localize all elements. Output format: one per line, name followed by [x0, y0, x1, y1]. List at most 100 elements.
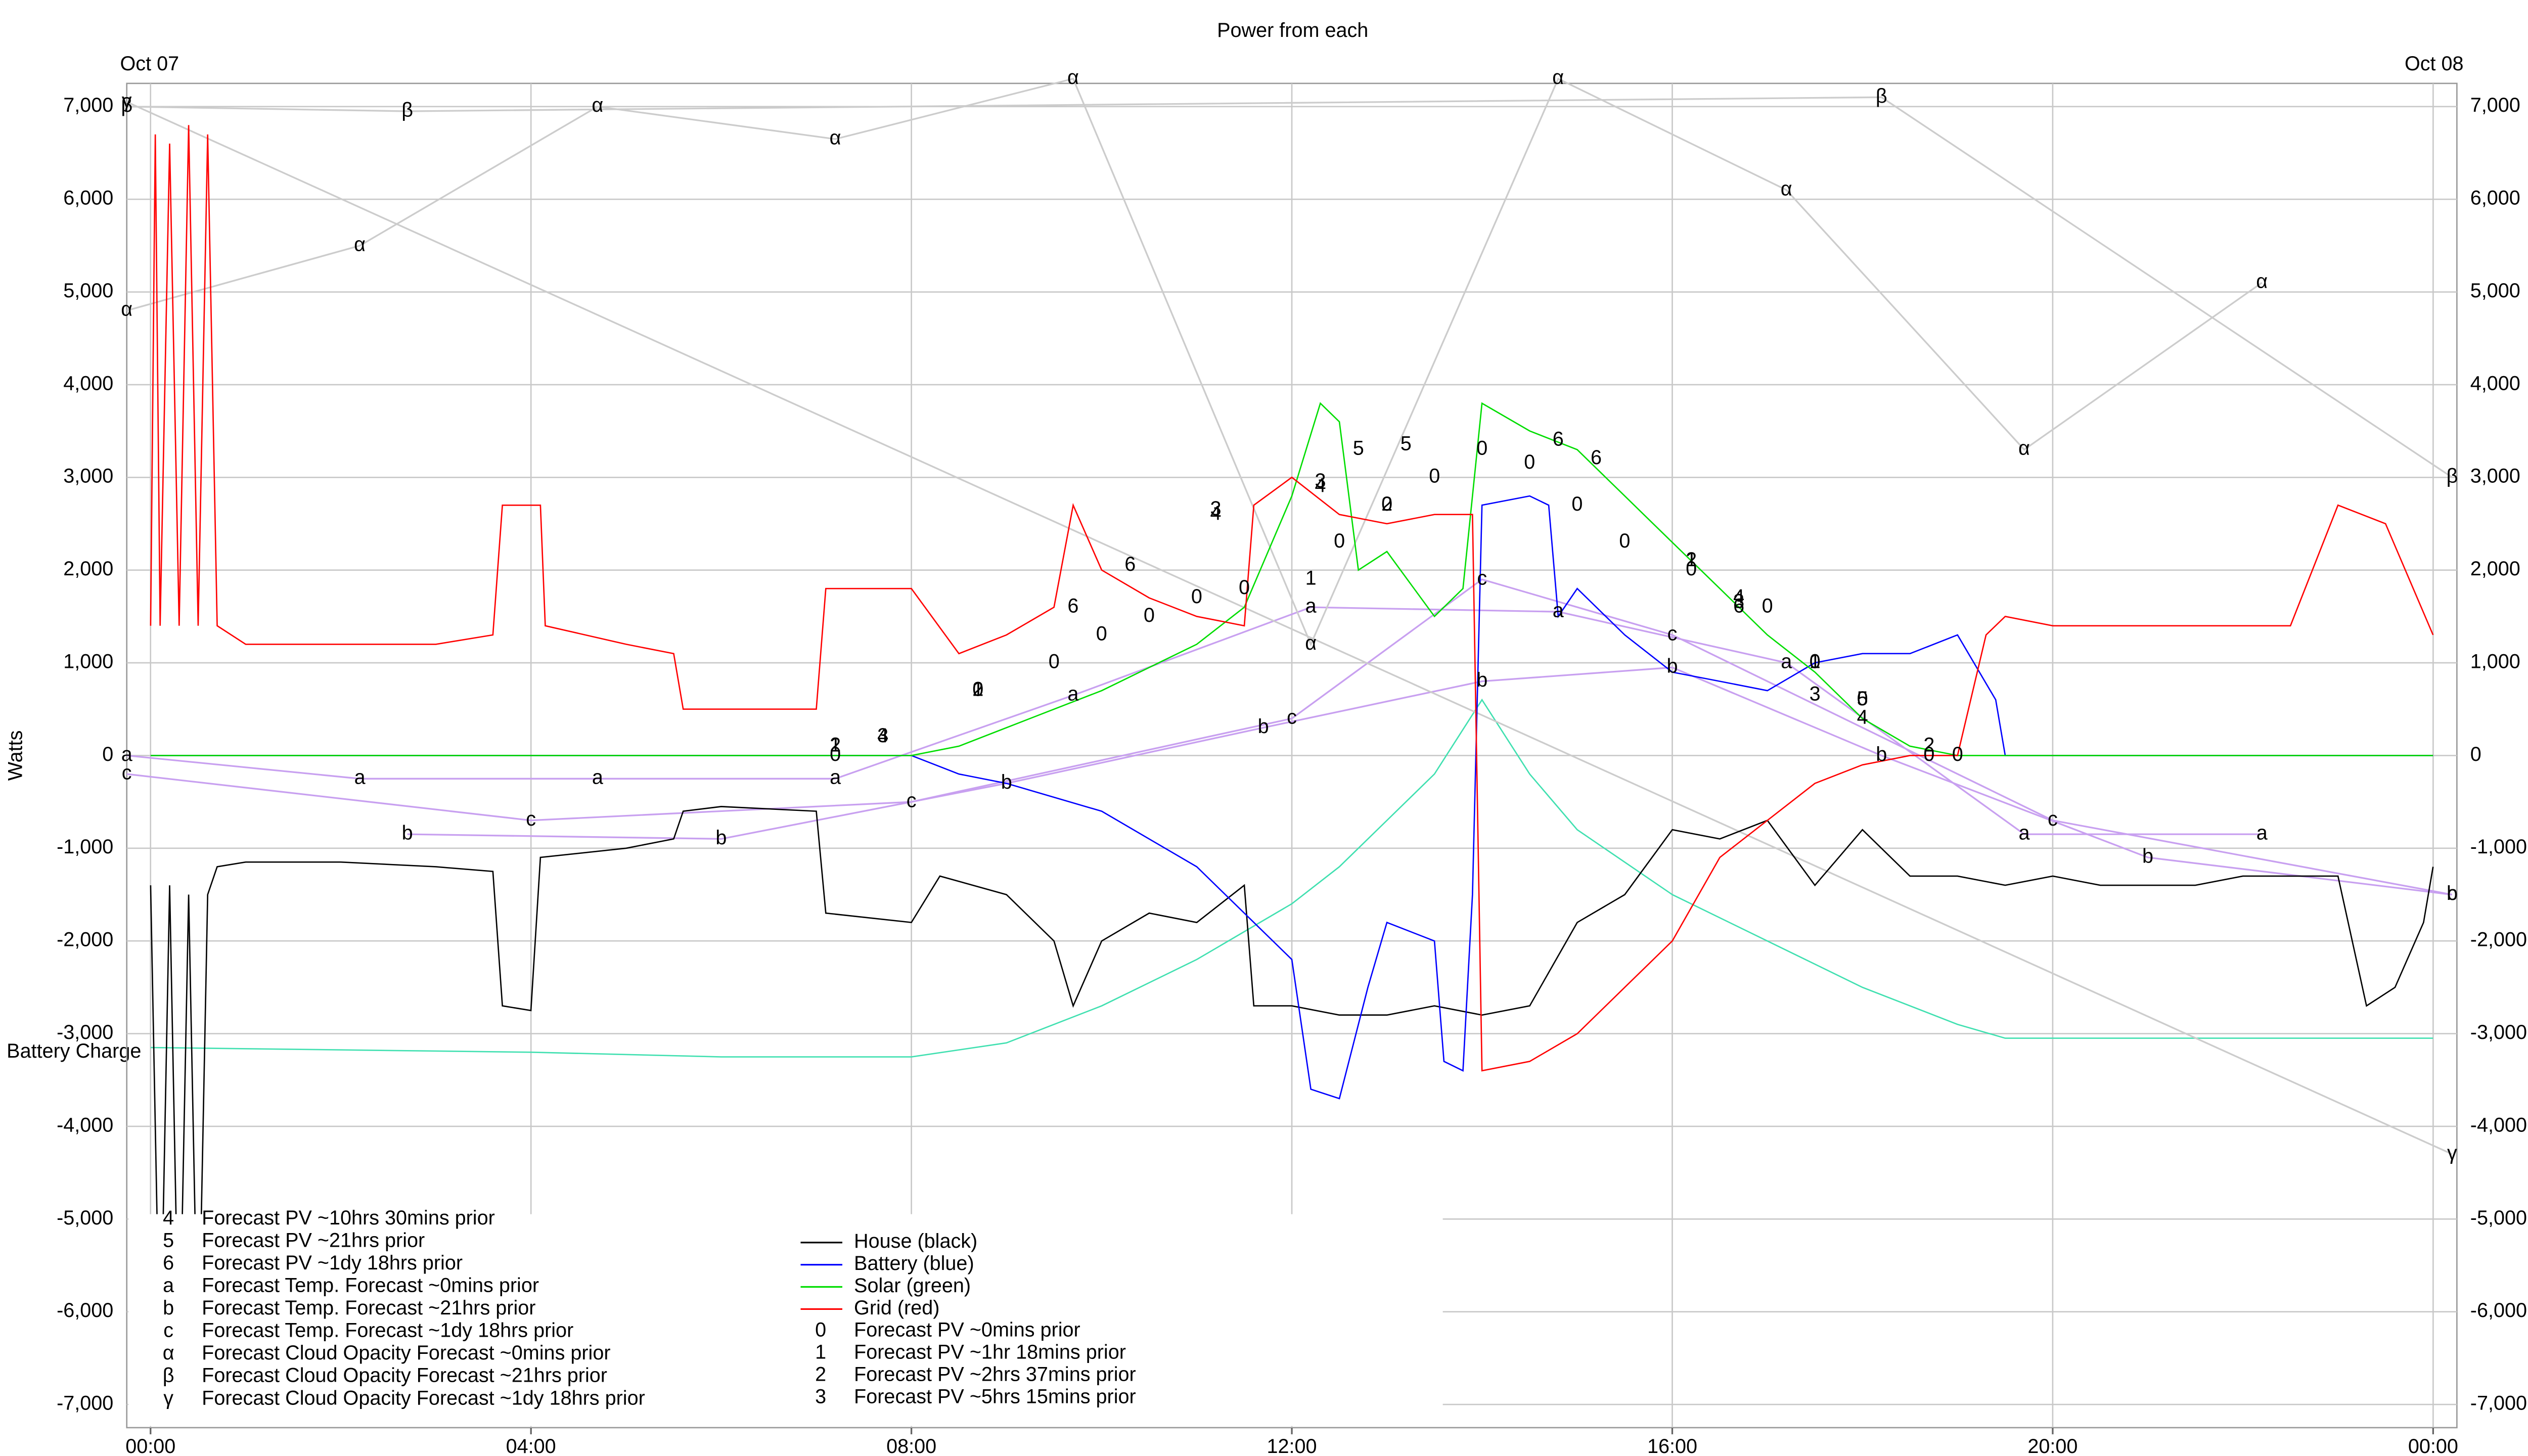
series-marker: 0: [1049, 651, 1060, 673]
legend-symbol: 3: [815, 1385, 826, 1407]
series-marker: 0: [1096, 622, 1107, 645]
series-marker: 0: [1191, 585, 1202, 608]
y-tick-label: 0: [2470, 743, 2481, 765]
legend-label: Forecast Temp. Forecast ~21hrs prior: [202, 1297, 535, 1319]
legend-label: Forecast Cloud Opacity Forecast ~21hrs p…: [202, 1364, 607, 1387]
series-line: [150, 402, 2433, 756]
y-tick-label: -4,000: [57, 1114, 113, 1136]
legend-symbol: a: [163, 1275, 174, 1297]
series-marker: c: [1667, 622, 1678, 645]
series-marker: 1: [1810, 651, 1821, 673]
series-marker: 6: [1553, 428, 1564, 450]
series-marker: α: [1552, 66, 1564, 88]
series-marker: 2: [972, 678, 983, 701]
y-tick-label: 3,000: [63, 465, 113, 487]
series-marker: α: [2018, 437, 2030, 460]
legend-label: Forecast PV ~10hrs 30mins prior: [202, 1207, 495, 1229]
series-marker: 0: [1571, 493, 1583, 515]
date-label: Oct 07: [120, 53, 179, 75]
series-marker: 0: [1619, 530, 1630, 552]
series-marker: β: [401, 99, 413, 121]
series-marker: c: [122, 762, 132, 784]
series-marker: α: [121, 298, 132, 321]
y-tick-label: 2,000: [2470, 558, 2520, 580]
legend-label: Forecast Temp. Forecast ~1dy 18hrs prior: [202, 1320, 573, 1342]
legend-label: House (black): [854, 1230, 977, 1252]
series-marker: b: [2447, 882, 2458, 904]
y-tick-label: -3,000: [2470, 1021, 2527, 1043]
y-tick-label: -4,000: [2470, 1114, 2527, 1136]
series-marker: 0: [1810, 651, 1821, 673]
series-line: [126, 578, 2453, 896]
series-marker: a: [592, 766, 604, 789]
legend-label: Forecast PV ~1dy 18hrs prior: [202, 1252, 463, 1274]
y-tick-label: 2,000: [63, 558, 113, 580]
series-marker: c: [2048, 808, 2058, 830]
legend-label: Forecast PV ~5hrs 15mins prior: [854, 1385, 1136, 1407]
series-marker: 4: [1733, 585, 1744, 608]
y-tick-label: 1,000: [63, 651, 113, 673]
series-marker: 6: [1124, 553, 1136, 575]
series-label: Battery Charge: [7, 1040, 141, 1062]
series-marker: 4: [1315, 474, 1326, 496]
series-line: [126, 77, 2263, 647]
series-marker: 4: [877, 724, 888, 747]
series-marker: β: [1876, 85, 1887, 107]
series-marker: α: [1305, 632, 1317, 654]
series-marker: a: [1305, 595, 1317, 617]
series-marker: 0: [1429, 465, 1440, 487]
series-marker: a: [2018, 822, 2030, 844]
series-marker: α: [2256, 270, 2268, 293]
legend-symbol: β: [163, 1364, 174, 1387]
series-marker: α: [592, 94, 603, 116]
series-marker: α: [1781, 177, 1792, 200]
x-tick-label: 00:00: [2408, 1435, 2458, 1456]
series-marker: 0: [1381, 493, 1392, 515]
x-tick-label: 08:00: [886, 1435, 936, 1456]
y-tick-label: 1,000: [2470, 651, 2520, 673]
series-marker: 0: [1923, 743, 1934, 765]
series-marker: α: [1067, 66, 1079, 88]
chart-title: Power from each: [1217, 19, 1368, 41]
legend-label: Forecast PV ~0mins prior: [854, 1319, 1080, 1341]
legend-label: Forecast PV ~2hrs 37mins prior: [854, 1363, 1136, 1385]
y-tick-label: -7,000: [57, 1392, 113, 1415]
series-marker: a: [1553, 600, 1564, 622]
series-marker: b: [1258, 715, 1269, 738]
series-marker: 0: [1524, 451, 1535, 473]
legend-label: Forecast PV ~1hr 18mins prior: [854, 1341, 1126, 1363]
legend-symbol: γ: [163, 1387, 173, 1409]
legend-symbol: 2: [815, 1363, 826, 1385]
date-label: Oct 08: [2405, 53, 2464, 75]
series-marker: b: [1666, 655, 1678, 677]
series-line: [150, 495, 2433, 1100]
series-marker: b: [1876, 743, 1887, 765]
series-marker: α: [354, 233, 366, 255]
series-marker: 6: [1591, 446, 1602, 469]
y-tick-label: 4,000: [63, 372, 113, 394]
series-marker: 1: [1686, 549, 1697, 571]
legend-label: Forecast Cloud Opacity Forecast ~1dy 18h…: [202, 1387, 645, 1409]
series-marker: b: [402, 822, 413, 844]
y-tick-label: 7,000: [2470, 94, 2520, 116]
series-marker: c: [2447, 882, 2457, 904]
y-tick-label: -1,000: [2470, 836, 2527, 858]
y-tick-label: -3,000: [57, 1021, 113, 1043]
series-marker: 0: [830, 743, 841, 765]
series-marker: 0: [1952, 743, 1963, 765]
series-marker: γ: [2447, 1142, 2457, 1164]
y-tick-label: 6,000: [63, 187, 113, 209]
y-tick-label: 7,000: [63, 94, 113, 116]
y-tick-label: -2,000: [2470, 929, 2527, 951]
series-marker: γ: [122, 89, 132, 112]
series-marker: 0: [1857, 688, 1868, 710]
series-marker: 6: [1733, 595, 1744, 617]
series-marker: a: [121, 743, 133, 765]
series-marker: a: [830, 766, 841, 789]
series-marker: c: [907, 790, 917, 812]
series-marker: 3: [1810, 683, 1821, 705]
y-tick-label: -5,000: [2470, 1207, 2527, 1229]
x-tick-label: 00:00: [125, 1435, 175, 1456]
